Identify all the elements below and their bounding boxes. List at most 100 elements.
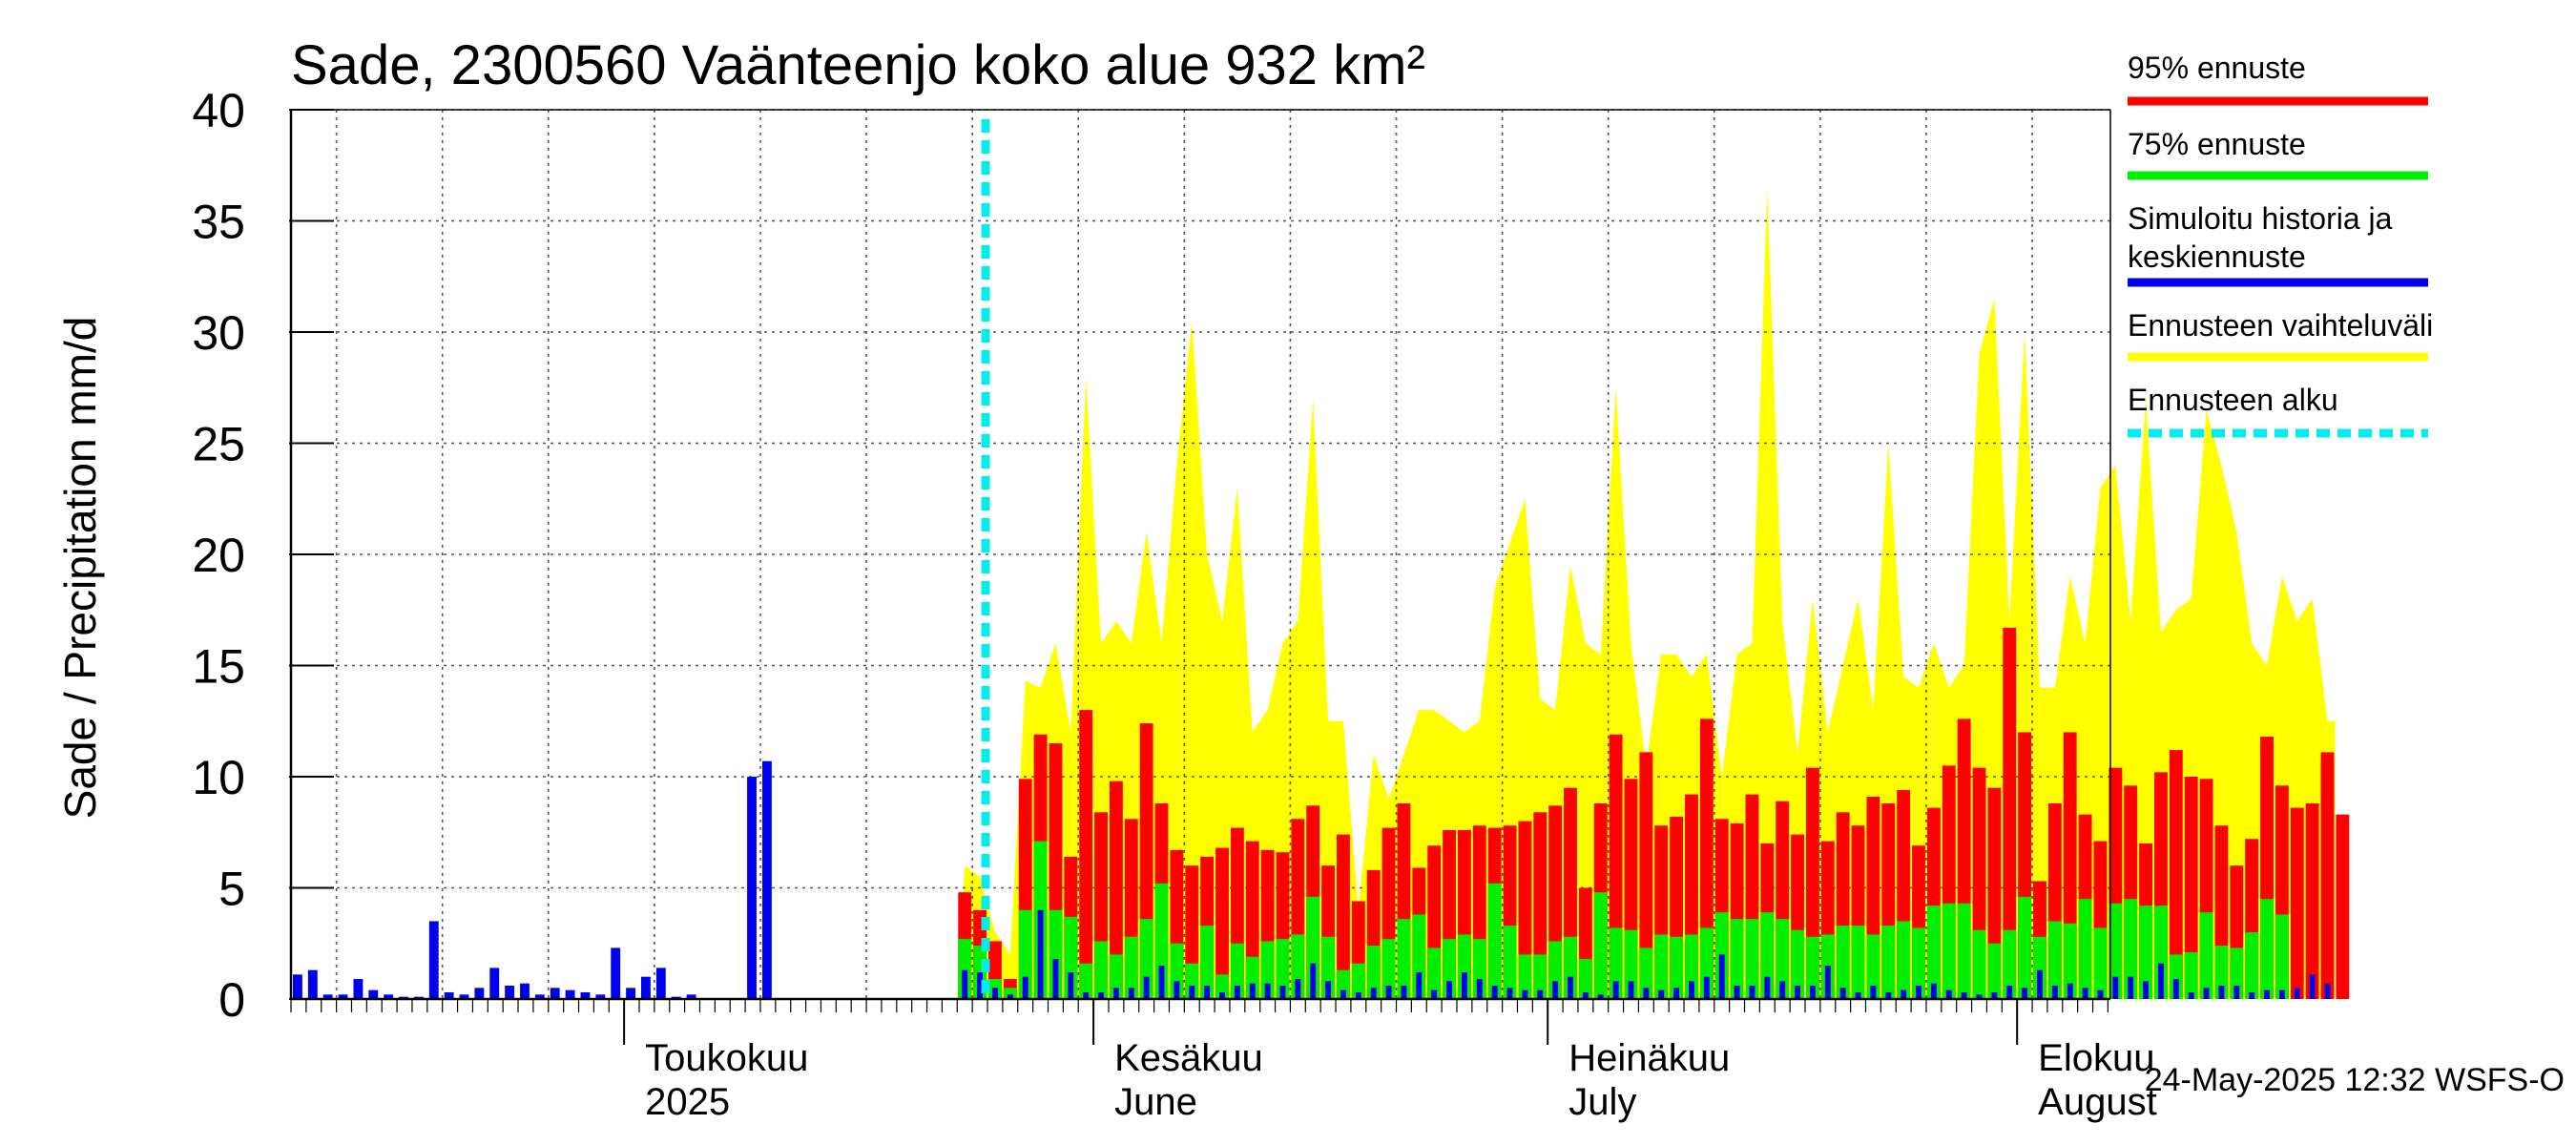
p75-bar — [1366, 946, 1381, 999]
mean-bar — [1112, 988, 1119, 999]
month-label-en: June — [1114, 1081, 1197, 1123]
y-tick-label: 0 — [218, 973, 245, 1027]
mean-bar — [1476, 979, 1483, 999]
p75-bar — [1306, 896, 1320, 999]
mean-bar — [1628, 981, 1634, 999]
mean-bar — [2067, 983, 2073, 999]
p75-bar — [1003, 988, 1017, 999]
p75-bar — [1518, 954, 1532, 999]
p75-bar — [1578, 959, 1592, 999]
p75-bar — [2169, 954, 2183, 999]
history-bar — [474, 988, 485, 999]
mean-bar — [1643, 988, 1650, 999]
mean-bar — [2188, 992, 2194, 999]
p75-bar — [1472, 939, 1486, 999]
p75-bar — [1503, 926, 1517, 999]
mean-bar — [1310, 963, 1317, 999]
mean-bar — [2051, 986, 2058, 999]
p75-bar — [2260, 899, 2274, 999]
mean-bar — [1416, 972, 1423, 999]
mean-bar — [1340, 989, 1346, 999]
mean-bar — [977, 972, 984, 999]
mean-bar — [1098, 992, 1104, 999]
y-tick-label: 30 — [192, 306, 245, 360]
mean-bar — [1249, 983, 1256, 999]
p75-bar — [1291, 934, 1305, 999]
mean-bar — [1128, 988, 1134, 999]
p75-bar — [1260, 941, 1275, 999]
mean-bar — [1143, 976, 1150, 999]
mean-bar — [1537, 989, 1544, 999]
p75-bar — [2109, 903, 2123, 999]
axis-layer: 0510152025303540Toukokuu2025KesäkuuJuneH… — [192, 84, 2156, 1123]
p75-bar — [958, 939, 972, 999]
p95-bar — [1109, 781, 1123, 999]
month-label-fi: Elokuu — [2038, 1037, 2154, 1079]
mean-bar — [2249, 992, 2255, 999]
p75-bar — [2047, 921, 2062, 999]
p75-bar — [2139, 906, 2153, 999]
month-label-en: July — [1568, 1081, 1636, 1123]
p75-bar — [1337, 969, 1350, 999]
mean-bar — [1068, 972, 1074, 999]
mean-bar — [1158, 966, 1165, 999]
history-bar — [686, 994, 696, 999]
mean-bar — [1385, 986, 1392, 999]
p95-bar — [1639, 752, 1653, 999]
y-tick-label: 15 — [192, 640, 245, 694]
p75-bar — [1139, 919, 1153, 999]
p75-bar — [1079, 963, 1093, 999]
p75-bar — [1548, 941, 1563, 999]
mean-bar — [2022, 988, 2028, 999]
mean-bar — [1204, 986, 1211, 999]
history-bar — [307, 969, 318, 999]
p75-bar — [2199, 912, 2213, 999]
p75-bar — [2033, 936, 2046, 999]
history-bar — [459, 994, 469, 999]
legend: 95% ennuste 75% ennuste Simuloitu historia… — [2128, 51, 2433, 438]
mean-bar — [1764, 976, 1771, 999]
p75-bar — [1791, 929, 1804, 999]
p95-bar — [2305, 802, 2319, 999]
mean-bar — [1552, 981, 1559, 999]
p75-bar — [1215, 974, 1229, 999]
mean-bar — [2128, 976, 2134, 999]
y-tick-label: 40 — [192, 84, 245, 137]
mean-bar — [2037, 969, 2043, 999]
mean-bar — [1916, 986, 1922, 999]
history-bar — [534, 994, 545, 999]
y-tick-label: 20 — [192, 529, 245, 582]
p75-bar — [1457, 934, 1471, 999]
mean-bar — [1810, 986, 1816, 999]
mean-bar — [1612, 981, 1619, 999]
p75-bar — [1427, 947, 1442, 999]
history-bar — [641, 976, 651, 999]
p75-bar — [1881, 926, 1896, 999]
p75-bar — [1745, 919, 1759, 999]
month-label-en: August — [2038, 1081, 2157, 1123]
p75-bar — [1654, 934, 1669, 999]
p75-bar — [1897, 921, 1911, 999]
mean-bar — [1734, 986, 1740, 999]
p75-bar — [1957, 903, 1971, 999]
p75-bar — [2230, 947, 2244, 999]
history-bar — [368, 989, 379, 999]
mean-bar — [1431, 989, 1438, 999]
history-bar — [384, 994, 394, 999]
p75-bar — [1942, 903, 1956, 999]
history-bar — [505, 986, 515, 999]
mean-bar — [1961, 992, 1967, 999]
p95-bar — [2003, 627, 2017, 999]
p75-bar — [2184, 952, 2198, 999]
chart-title: Sade, 2300560 Vaänteenjo koko alue 932 k… — [291, 34, 1425, 96]
history-bar — [580, 992, 591, 999]
p75-bar — [1124, 936, 1138, 999]
mean-bar — [2233, 986, 2240, 999]
history-bar — [550, 988, 560, 999]
p75-bar — [2063, 923, 2077, 999]
mean-bar — [2203, 988, 2210, 999]
mean-bar — [1673, 988, 1680, 999]
p75-bar — [1806, 936, 1819, 999]
p95-bar — [2184, 777, 2198, 999]
